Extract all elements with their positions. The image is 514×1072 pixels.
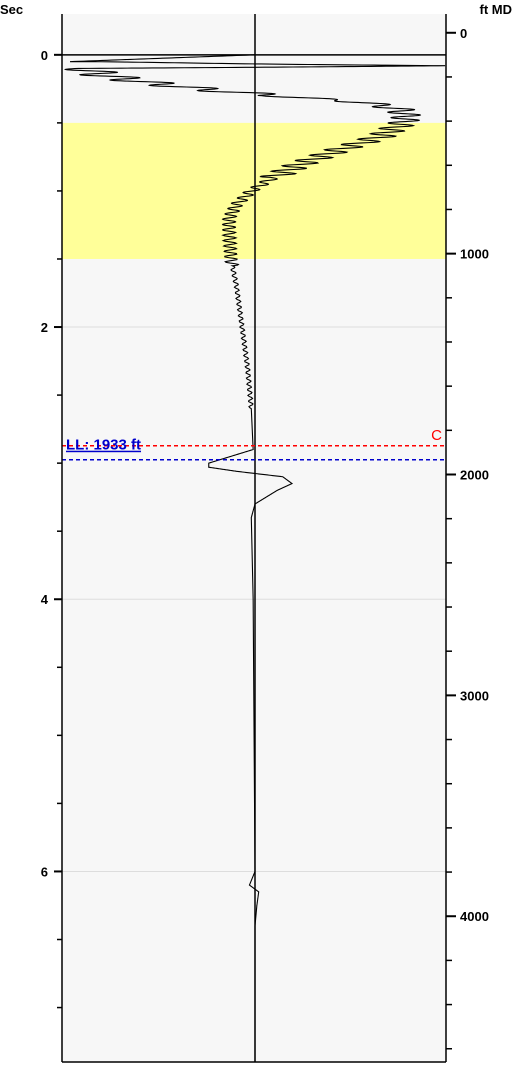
marker-label-ll: LL: 1933 ft <box>66 437 141 454</box>
left-axis-title: Sec <box>0 2 23 17</box>
waveform-line <box>63 54 446 1062</box>
right-axis-title: ft MD <box>480 2 513 17</box>
right-tick-label: 4000 <box>460 909 489 924</box>
right-tick-label: 0 <box>460 26 467 41</box>
left-tick-label: 2 <box>41 320 48 335</box>
right-tick-label: 2000 <box>460 468 489 483</box>
left-tick-label: 4 <box>41 592 49 607</box>
right-tick-label: 1000 <box>460 247 489 262</box>
marker-label-c: C <box>431 427 442 444</box>
left-tick-label: 0 <box>41 48 48 63</box>
left-tick-label: 6 <box>41 864 48 879</box>
right-tick-label: 3000 <box>460 688 489 703</box>
